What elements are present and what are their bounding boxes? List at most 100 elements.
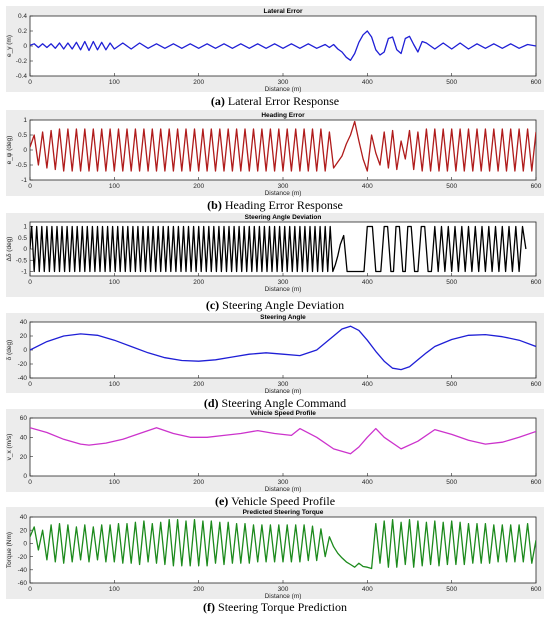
x-tick-label: 600 — [531, 586, 542, 593]
y-tick-label: 1 — [23, 117, 27, 124]
y-axis-label: e_y (m) — [6, 35, 13, 57]
y-tick-label: -1 — [21, 269, 27, 276]
x-tick-label: 0 — [28, 479, 32, 486]
x-tick-label: 500 — [446, 381, 457, 388]
y-axis-label: e_ψ (deg) — [6, 136, 13, 165]
x-tick-label: 200 — [193, 381, 204, 388]
x-tick-label: 200 — [193, 586, 204, 593]
y-tick-label: -40 — [18, 375, 28, 382]
x-tick-label: 600 — [531, 279, 542, 286]
chart-d: Steering Angle 0 100 200 300 400 500 600 -40 -20 0… — [6, 313, 544, 395]
y-tick-label: 0 — [23, 473, 27, 480]
caption-a: (a) Lateral Error Response — [210, 94, 340, 108]
x-tick-label: 300 — [278, 279, 289, 286]
y-tick-label: 0 — [23, 147, 27, 154]
chart-a: Lateral Error 0 100 200 300 400 500 600 -0.4 -0.2… — [6, 6, 544, 93]
x-tick-label: 200 — [193, 79, 204, 86]
caption-d: (d) Steering Angle Command — [203, 396, 347, 410]
x-tick-label: 100 — [109, 586, 120, 593]
y-tick-label: 40 — [20, 514, 28, 521]
y-tick-label: 20 — [20, 454, 28, 461]
series-line — [30, 120, 536, 172]
y-tick-label: -0.5 — [16, 162, 28, 169]
y-tick-label: 0 — [23, 43, 27, 50]
x-tick-label: 100 — [109, 381, 120, 388]
y-tick-label: -40 — [18, 567, 28, 574]
x-tick-label: 300 — [278, 479, 289, 486]
plot-area — [29, 15, 537, 77]
x-axis-label: Distance (m) — [265, 388, 302, 395]
caption-b: (b) Heading Error Response — [207, 198, 343, 212]
y-axis-label: Torque (Nm) — [6, 532, 13, 568]
plot-area — [29, 417, 537, 477]
y-tick-label: -20 — [18, 554, 28, 561]
chart-title: Steering Angle Deviation — [245, 214, 322, 221]
y-tick-label: 40 — [20, 435, 28, 442]
y-tick-label: 20 — [20, 527, 28, 534]
y-tick-label: 40 — [20, 319, 28, 326]
x-tick-label: 0 — [28, 183, 32, 190]
x-tick-label: 0 — [28, 279, 32, 286]
x-tick-label: 200 — [193, 279, 204, 286]
y-tick-label: -1 — [21, 177, 27, 184]
y-axis-label: δ (deg) — [6, 340, 13, 361]
x-tick-label: 300 — [278, 381, 289, 388]
y-tick-label: -20 — [18, 361, 28, 368]
y-tick-label: -0.2 — [16, 58, 28, 65]
y-tick-label: 1 — [23, 224, 27, 231]
y-axis-label: Δδ (deg) — [6, 237, 13, 262]
x-tick-label: 200 — [193, 183, 204, 190]
x-tick-label: 0 — [28, 586, 32, 593]
x-tick-label: 400 — [362, 381, 373, 388]
x-tick-label: 600 — [531, 381, 542, 388]
chart-title: Predicted Steering Torque — [243, 509, 324, 516]
chart-title: Lateral Error — [263, 8, 302, 15]
x-tick-label: 600 — [531, 183, 542, 190]
x-axis-label: Distance (m) — [265, 593, 302, 600]
y-tick-label: 20 — [20, 333, 28, 340]
chart-c: Steering Angle Deviation 0 100 200 300 400 500… — [6, 213, 544, 297]
x-axis-label: Distance (m) — [265, 286, 302, 293]
x-tick-label: 100 — [109, 183, 120, 190]
x-tick-label: 400 — [362, 79, 373, 86]
caption-f: (f) Steering Torque Prediction — [203, 600, 347, 614]
x-tick-label: 500 — [446, 586, 457, 593]
plot-area — [29, 321, 537, 379]
x-tick-label: 500 — [446, 279, 457, 286]
chart-title: Steering Angle — [260, 314, 306, 321]
y-tick-label: -0.4 — [16, 73, 28, 80]
x-tick-label: 600 — [531, 479, 542, 486]
x-tick-label: 0 — [28, 381, 32, 388]
caption-c: (c) Steering Angle Deviation — [205, 298, 345, 312]
y-tick-label: 0.4 — [18, 13, 27, 20]
x-tick-label: 500 — [446, 479, 457, 486]
x-tick-label: 300 — [278, 183, 289, 190]
x-tick-label: 100 — [109, 279, 120, 286]
y-tick-label: -0.5 — [16, 257, 28, 264]
x-tick-label: 400 — [362, 586, 373, 593]
series-line — [30, 427, 536, 455]
x-tick-label: 200 — [193, 479, 204, 486]
y-tick-label: 0.5 — [18, 132, 27, 139]
y-tick-label: 0 — [23, 246, 27, 253]
chart-b: Heading Error 0 100 200 300 400 500 600 -1 -0.5 0 0… — [6, 110, 544, 197]
x-tick-label: 600 — [531, 79, 542, 86]
x-tick-label: 100 — [109, 479, 120, 486]
chart-title: Heading Error — [261, 112, 305, 119]
series-line — [30, 325, 536, 371]
x-tick-label: 0 — [28, 79, 32, 86]
x-axis-label: Distance (m) — [265, 486, 302, 493]
x-axis-label: Distance (m) — [265, 190, 302, 197]
x-tick-label: 500 — [446, 183, 457, 190]
y-tick-label: 60 — [20, 415, 28, 422]
x-tick-label: 400 — [362, 279, 373, 286]
x-tick-label: 300 — [278, 79, 289, 86]
y-axis-label: v_x (m/s) — [6, 434, 13, 461]
y-tick-label: -60 — [18, 580, 28, 587]
x-tick-label: 500 — [446, 79, 457, 86]
y-tick-label: 0 — [23, 347, 27, 354]
x-tick-label: 100 — [109, 79, 120, 86]
